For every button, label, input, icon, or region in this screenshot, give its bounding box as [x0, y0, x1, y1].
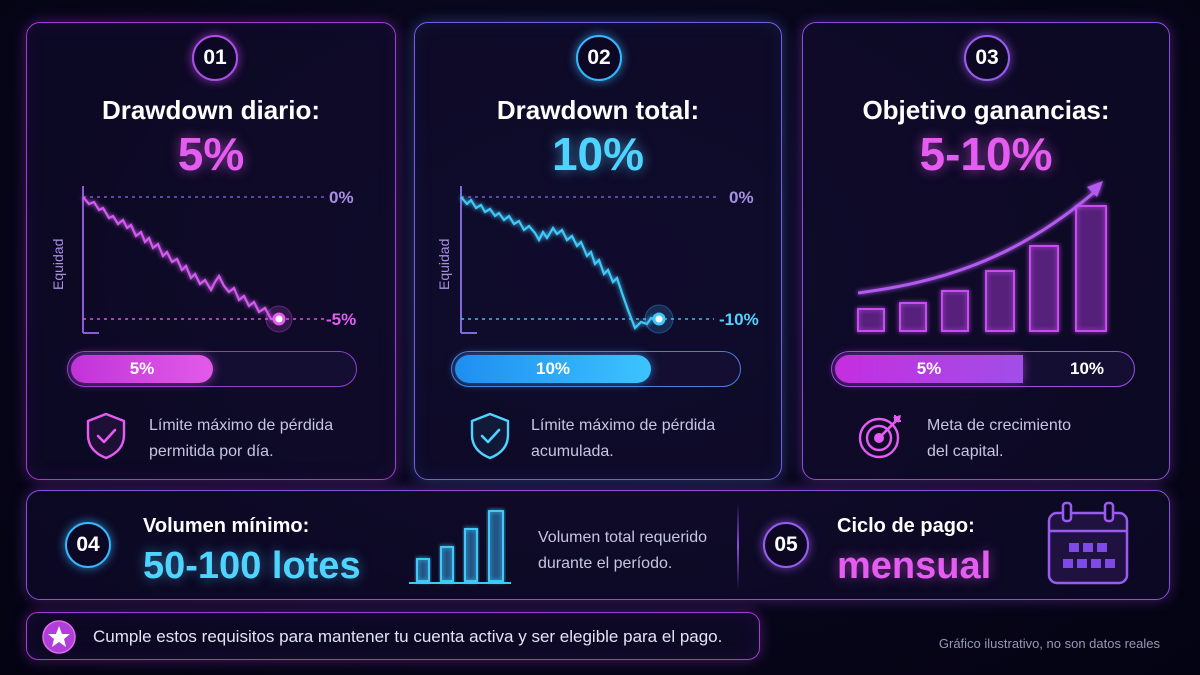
card-value: 10%	[551, 128, 645, 180]
daily-drawdown-chart: Equidad 0% -5%	[50, 186, 356, 334]
card-title: Objetivo ganancias:	[862, 95, 1110, 125]
limit-line-label: -10%	[719, 310, 759, 329]
card-number-badge: 04	[65, 522, 111, 568]
shield-check-icon	[470, 412, 510, 460]
card-description: Meta de crecimiento del capital.	[927, 413, 1071, 465]
growth-bar	[941, 290, 969, 332]
growth-bar	[857, 308, 885, 332]
card-title: Drawdown diario:	[101, 95, 321, 125]
shield-check-icon	[86, 412, 126, 460]
card-description: Límite máximo de pérdida permitida por d…	[149, 413, 333, 465]
limit-line-label: -5%	[326, 310, 356, 329]
card-number-badge: 03	[964, 35, 1010, 81]
card-title: Drawdown total:	[496, 95, 700, 125]
limit-marker	[652, 312, 666, 326]
growth-bar	[1029, 245, 1059, 332]
total-drawdown-chart: Equidad 0% -10%	[436, 186, 759, 334]
volume-label: Volumen mínimo:	[143, 515, 310, 537]
growth-chart	[857, 181, 1107, 332]
growth-arrow-head	[1087, 181, 1103, 197]
daily-drawdown-progress-fill: 5%	[71, 355, 213, 383]
card-total-drawdown: 02 Drawdown total: 10% Equidad 0% -10% 1…	[414, 22, 782, 480]
equity-line	[460, 196, 660, 330]
growth-bar	[1075, 205, 1107, 332]
section-divider	[737, 503, 739, 589]
card-value: 5%	[177, 128, 245, 180]
total-drawdown-progress: 10%	[451, 351, 741, 387]
profit-target-progress: 5% 10%	[831, 351, 1135, 387]
target-icon	[858, 415, 901, 459]
total-drawdown-progress-fill: 10%	[455, 355, 651, 383]
daily-drawdown-progress: 5%	[67, 351, 357, 387]
description-line: Límite máximo de pérdida	[531, 417, 716, 434]
profit-target-max-label: 10%	[1070, 359, 1105, 378]
payment-value: mensual	[837, 545, 992, 587]
footer-note: Cumple estos requisitos para mantener tu…	[93, 627, 723, 646]
card-number-badge: 02	[576, 35, 622, 81]
description-line: del capital.	[927, 443, 1004, 460]
description-line: Límite máximo de pérdida	[149, 417, 334, 434]
growth-bar	[985, 270, 1015, 332]
card-value: 5-10%	[919, 128, 1053, 180]
limit-marker	[272, 312, 286, 326]
y-axis-label: Equidad	[50, 239, 66, 290]
growth-bar	[899, 302, 927, 332]
volume-description: Volumen total requerido durante el perío…	[538, 525, 707, 577]
description-line: permitida por día.	[149, 443, 274, 460]
card-daily-drawdown: 01 Drawdown diario: 5% Equidad 0% -5% 5%…	[26, 22, 396, 480]
card-volume-payment: 04 Volumen mínimo: 50-100 lotes Volumen …	[26, 490, 1170, 600]
volume-value: 50-100 lotes	[143, 545, 361, 587]
growth-arrow-line	[857, 187, 1099, 295]
description-line: Volumen total requerido	[538, 529, 707, 546]
zero-line-label: 0%	[329, 188, 354, 207]
y-axis-label: Equidad	[436, 239, 452, 290]
payment-label: Ciclo de pago:	[837, 515, 975, 537]
card-profit-target: 03 Objetivo ganancias: 5-10% 5% 10% Meta…	[802, 22, 1170, 480]
footer-note-card: Cumple estos requisitos para mantener tu…	[26, 612, 760, 660]
zero-line-label: 0%	[729, 188, 754, 207]
description-line: Meta de crecimiento	[927, 417, 1072, 434]
card-number-badge: 05	[763, 522, 809, 568]
bar-chart-icon	[409, 510, 511, 584]
disclaimer: Gráfico ilustrativo, no son datos reales	[938, 636, 1160, 651]
card-number-badge: 01	[192, 35, 238, 81]
card-description: Límite máximo de pérdida acumulada.	[531, 413, 715, 465]
equity-line	[82, 196, 279, 321]
calendar-icon	[1047, 501, 1129, 585]
profit-target-progress-fill: 5%	[835, 355, 1023, 383]
description-line: acumulada.	[531, 443, 614, 460]
star-icon	[42, 620, 76, 654]
description-line: durante el período.	[538, 555, 673, 572]
